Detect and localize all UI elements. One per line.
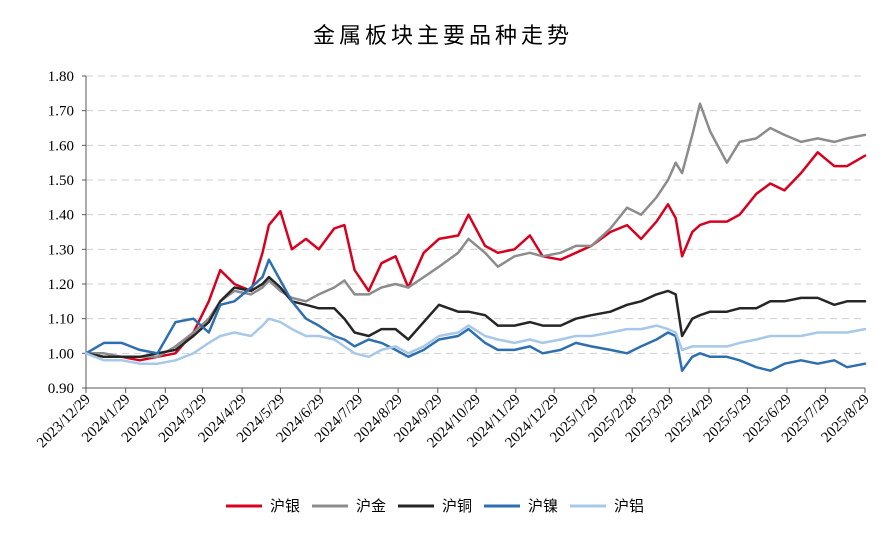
axes <box>85 76 865 389</box>
legend-item: 沪铝 <box>570 497 644 515</box>
series-line-2 <box>84 102 867 359</box>
x-tick-label: 2023/12/29 <box>34 392 94 452</box>
legend-label: 沪镍 <box>528 497 558 515</box>
legend-item: 沪银 <box>226 497 300 515</box>
legend-label: 沪银 <box>270 497 300 515</box>
y-tick-label: 1.60 <box>48 138 74 154</box>
y-tick-label: 1.30 <box>48 242 74 258</box>
x-axis-ticks: 2023/12/292024/1/292024/2/292024/3/29202… <box>34 388 873 451</box>
legend-label: 沪金 <box>356 497 386 515</box>
legend: 沪银 沪金 沪铜 沪镍 沪铝 <box>226 497 644 515</box>
legend-item: 沪铜 <box>398 497 472 515</box>
series-lines <box>84 102 867 372</box>
y-tick-label: 1.00 <box>48 346 74 362</box>
legend-item: 沪镍 <box>484 497 558 515</box>
series-line-1 <box>84 151 867 362</box>
legend-label: 沪铝 <box>614 497 644 515</box>
chart-title: 金属板块主要品种走势 <box>313 24 573 49</box>
legend-label: 沪铜 <box>442 497 472 515</box>
y-tick-label: 1.20 <box>48 277 74 293</box>
y-axis-ticks: 0.90 1.00 1.10 1.20 1.30 1.40 1.50 1.60 1.70 1.80 <box>48 69 86 397</box>
gridlines <box>86 75 865 354</box>
y-tick-label: 0.90 <box>48 381 74 397</box>
y-tick-label: 1.80 <box>48 69 74 85</box>
series-line-3 <box>84 275 867 359</box>
y-tick-label: 1.10 <box>48 312 74 328</box>
y-tick-label: 1.40 <box>48 208 74 224</box>
series-line-4 <box>84 258 867 372</box>
legend-item: 沪金 <box>312 497 386 515</box>
y-tick-label: 1.70 <box>48 104 74 120</box>
y-tick-label: 1.50 <box>48 173 74 189</box>
series-line-5 <box>84 317 867 365</box>
